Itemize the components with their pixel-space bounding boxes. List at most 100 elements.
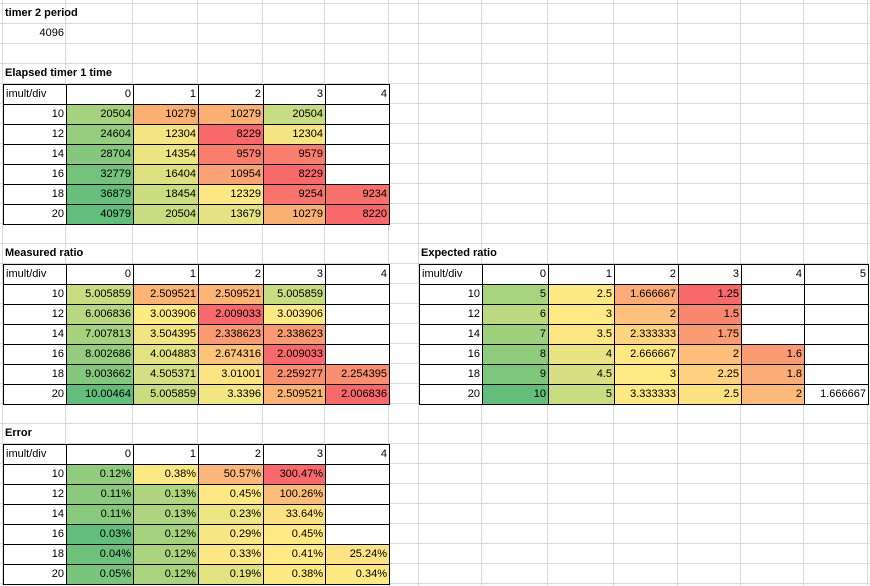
elapsed-cell[interactable]: 9579 [198, 144, 264, 165]
measured-cell[interactable]: 10.00464 [66, 384, 134, 405]
error-row-label[interactable]: 18 [3, 544, 67, 565]
measured-col-header[interactable]: 4 [325, 264, 390, 285]
error-title[interactable]: Error [5, 427, 32, 439]
elapsed-cell[interactable]: 10279 [133, 104, 199, 125]
expected-cell[interactable]: 6 [482, 304, 549, 325]
elapsed-col-header[interactable]: 1 [133, 84, 199, 105]
elapsed-cell[interactable]: 28704 [66, 144, 134, 165]
error-row-label[interactable]: 12 [3, 484, 67, 505]
expected-col-header[interactable]: 1 [548, 264, 615, 285]
elapsed-row-label[interactable]: 14 [3, 144, 67, 165]
error-cell[interactable]: 0.38% [133, 464, 199, 485]
measured-cell[interactable]: 2.254395 [325, 364, 390, 385]
error-cell[interactable] [325, 484, 390, 505]
elapsed-cell[interactable]: 40979 [66, 204, 134, 225]
error-col-header[interactable]: 2 [198, 444, 264, 465]
expected-row-label[interactable]: 18 [419, 364, 483, 385]
measured-corner-header[interactable]: imult/div [3, 264, 67, 285]
error-cell[interactable]: 0.05% [66, 564, 134, 585]
error-col-header[interactable]: 1 [133, 444, 199, 465]
error-cell[interactable]: 0.12% [133, 544, 199, 565]
error-cell[interactable]: 0.12% [133, 564, 199, 585]
expected-cell[interactable]: 1.666667 [614, 284, 679, 305]
error-row-label[interactable]: 16 [3, 524, 67, 545]
measured-cell[interactable]: 3.01001 [198, 364, 264, 385]
expected-cell[interactable] [741, 324, 805, 345]
expected-cell[interactable] [804, 304, 869, 325]
elapsed-corner-header[interactable]: imult/div [3, 84, 67, 105]
expected-cell[interactable]: 2 [614, 304, 679, 325]
elapsed-cell[interactable]: 10954 [198, 164, 264, 185]
error-cell[interactable]: 0.13% [133, 484, 199, 505]
expected-cell[interactable]: 1.75 [678, 324, 742, 345]
measured-row-label[interactable]: 20 [3, 384, 67, 405]
error-col-header[interactable]: 4 [325, 444, 390, 465]
elapsed-cell[interactable]: 32779 [66, 164, 134, 185]
measured-col-header[interactable]: 1 [133, 264, 199, 285]
error-cell[interactable] [325, 464, 390, 485]
measured-cell[interactable]: 2.509521 [133, 284, 199, 305]
expected-cell[interactable]: 2.25 [678, 364, 742, 385]
error-cell[interactable]: 0.04% [66, 544, 134, 565]
expected-cell[interactable] [804, 344, 869, 365]
error-cell[interactable]: 25.24% [325, 544, 390, 565]
measured-cell[interactable]: 2.259277 [263, 364, 326, 385]
expected-cell[interactable]: 3.333333 [614, 384, 679, 405]
error-cell[interactable]: 50.57% [198, 464, 264, 485]
elapsed-row-label[interactable]: 18 [3, 184, 67, 205]
error-col-header[interactable]: 0 [66, 444, 134, 465]
elapsed-cell[interactable]: 10279 [263, 204, 326, 225]
measured-col-header[interactable]: 3 [263, 264, 326, 285]
elapsed-row-label[interactable]: 12 [3, 124, 67, 145]
expected-row-label[interactable]: 12 [419, 304, 483, 325]
error-cell[interactable]: 0.23% [198, 504, 264, 525]
error-cell[interactable]: 0.34% [325, 564, 390, 585]
error-cell[interactable] [325, 524, 390, 545]
error-cell[interactable]: 0.45% [263, 524, 326, 545]
elapsed-row-label[interactable]: 16 [3, 164, 67, 185]
expected-cell[interactable]: 1.666667 [804, 384, 869, 405]
expected-cell[interactable]: 2.5 [548, 284, 615, 305]
expected-cell[interactable]: 1.6 [741, 344, 805, 365]
error-corner-header[interactable]: imult/div [3, 444, 67, 465]
timer2-title[interactable]: timer 2 period [5, 7, 78, 19]
expected-cell[interactable]: 8 [482, 344, 549, 365]
error-cell[interactable]: 0.29% [198, 524, 264, 545]
expected-cell[interactable]: 2.5 [678, 384, 742, 405]
expected-col-header[interactable]: 0 [482, 264, 549, 285]
elapsed-col-header[interactable]: 4 [325, 84, 390, 105]
expected-cell[interactable]: 10 [482, 384, 549, 405]
error-cell[interactable]: 33.64% [263, 504, 326, 525]
elapsed-cell[interactable]: 20504 [263, 104, 326, 125]
measured-row-label[interactable]: 14 [3, 324, 67, 345]
expected-cell[interactable]: 3.5 [548, 324, 615, 345]
measured-cell[interactable]: 2.338623 [198, 324, 264, 345]
measured-cell[interactable]: 4.004883 [133, 344, 199, 365]
measured-cell[interactable] [325, 324, 390, 345]
expected-cell[interactable]: 2 [741, 384, 805, 405]
elapsed-cell[interactable] [325, 124, 390, 145]
error-row-label[interactable]: 20 [3, 564, 67, 585]
measured-cell[interactable] [325, 284, 390, 305]
measured-cell[interactable]: 5.005859 [263, 284, 326, 305]
measured-col-header[interactable]: 2 [198, 264, 264, 285]
measured-cell[interactable]: 9.003662 [66, 364, 134, 385]
measured-title[interactable]: Measured ratio [5, 247, 84, 259]
measured-cell[interactable] [325, 304, 390, 325]
expected-cell[interactable]: 5 [482, 284, 549, 305]
elapsed-cell[interactable] [325, 144, 390, 165]
error-cell[interactable]: 0.45% [198, 484, 264, 505]
expected-row-label[interactable]: 20 [419, 384, 483, 405]
elapsed-cell[interactable]: 14354 [133, 144, 199, 165]
elapsed-cell[interactable]: 20504 [66, 104, 134, 125]
expected-cell[interactable]: 2.333333 [614, 324, 679, 345]
expected-col-header[interactable]: 4 [741, 264, 805, 285]
elapsed-col-header[interactable]: 0 [66, 84, 134, 105]
elapsed-cell[interactable]: 13679 [198, 204, 264, 225]
expected-corner-header[interactable]: imult/div [419, 264, 483, 285]
expected-cell[interactable] [804, 364, 869, 385]
expected-cell[interactable] [804, 324, 869, 345]
elapsed-cell[interactable]: 18454 [133, 184, 199, 205]
measured-col-header[interactable]: 0 [66, 264, 134, 285]
elapsed-cell[interactable]: 8229 [263, 164, 326, 185]
